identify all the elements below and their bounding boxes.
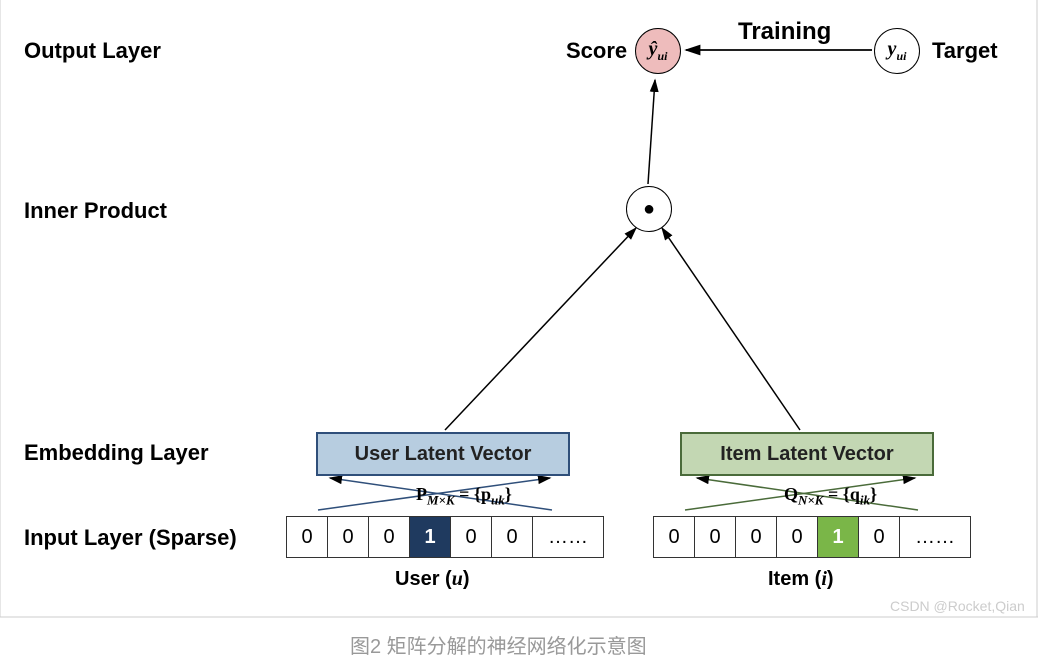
inner-product-dot: ● bbox=[643, 198, 655, 221]
item-bottom-label: Item (i) bbox=[768, 568, 834, 591]
item-cells-cell: 0 bbox=[776, 516, 818, 558]
item-matrix-notation: QN×K = {qik} bbox=[784, 484, 877, 509]
item-cells-cell: 0 bbox=[694, 516, 736, 558]
user-cells-cell: 0 bbox=[327, 516, 369, 558]
item-cells-cell: 1 bbox=[817, 516, 859, 558]
score-subscript: ui bbox=[657, 49, 667, 63]
user-latent-box: User Latent Vector bbox=[316, 432, 570, 476]
target-node: yui bbox=[874, 28, 920, 74]
item-latent-label: Item Latent Vector bbox=[720, 443, 893, 466]
target-subscript: ui bbox=[896, 49, 906, 63]
user-cells-cell: 1 bbox=[409, 516, 451, 558]
item-cells-cell: 0 bbox=[858, 516, 900, 558]
user-cells-cell: 0 bbox=[450, 516, 492, 558]
label-embedding-layer: Embedding Layer bbox=[24, 440, 209, 466]
diagram-arrows bbox=[0, 0, 1038, 668]
item-latent-box: Item Latent Vector bbox=[680, 432, 934, 476]
figure-caption: 图2 矩阵分解的神经网络化示意图 bbox=[350, 630, 647, 659]
user-cells-cell: 0 bbox=[286, 516, 328, 558]
user-cells-cell: 0 bbox=[491, 516, 533, 558]
watermark: CSDN @Rocket,Qian bbox=[890, 598, 1025, 614]
score-label: Score bbox=[566, 38, 627, 64]
label-output-layer: Output Layer bbox=[24, 38, 161, 64]
user-latent-label: User Latent Vector bbox=[355, 443, 532, 466]
user-input-row: 000100…… bbox=[286, 516, 604, 558]
inner-product-node: ● bbox=[626, 186, 672, 232]
item-cells-cell: 0 bbox=[735, 516, 777, 558]
item-cells-cell: …… bbox=[899, 516, 971, 558]
item-input-row: 000010…… bbox=[653, 516, 971, 558]
user-cells-cell: …… bbox=[532, 516, 604, 558]
training-label: Training bbox=[738, 18, 831, 46]
user-matrix-notation: PM×K = {puk} bbox=[416, 484, 512, 509]
label-input-layer: Input Layer (Sparse) bbox=[24, 525, 237, 551]
score-node: ŷui bbox=[635, 28, 681, 74]
target-label: Target bbox=[932, 38, 998, 64]
user-bottom-label: User (u) bbox=[395, 568, 470, 591]
user-cells-cell: 0 bbox=[368, 516, 410, 558]
item-cells-cell: 0 bbox=[653, 516, 695, 558]
label-inner-product: Inner Product bbox=[24, 198, 167, 224]
